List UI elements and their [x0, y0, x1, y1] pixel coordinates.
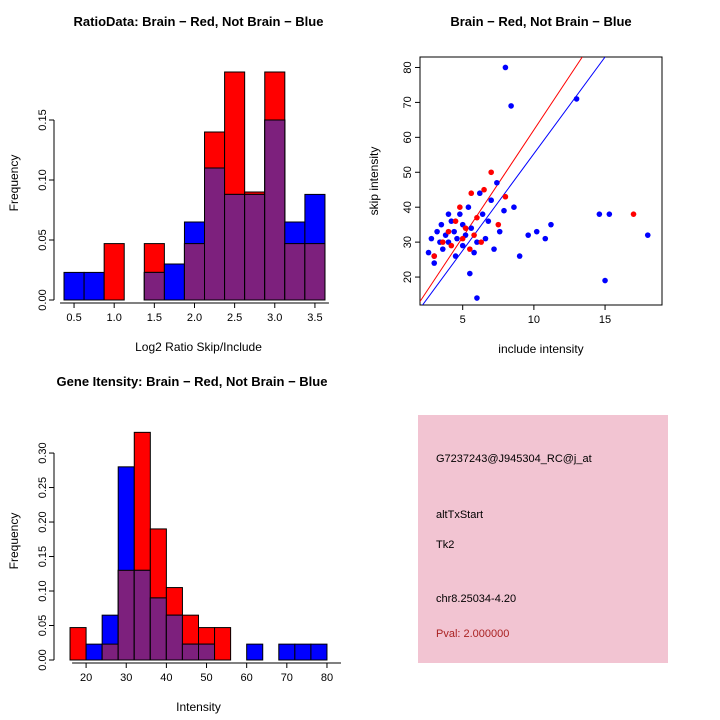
svg-text:80: 80: [402, 61, 414, 73]
gene-histogram-xlabel: Intensity: [176, 700, 221, 714]
svg-text:20: 20: [80, 672, 92, 684]
svg-text:3.5: 3.5: [307, 312, 322, 324]
location-text: chr8.25034-4.20: [436, 593, 517, 605]
pval-text: Pval: 2.000000: [436, 628, 510, 640]
gene-histogram-ylabel: Frequency: [7, 512, 21, 570]
svg-text:30: 30: [402, 236, 414, 248]
panel-gene-info: G7237243@J945304_RC@j_at altTxStart Tk2 …: [360, 360, 720, 720]
probe-id-text: G7237243@J945304_RC@j_at: [436, 453, 592, 465]
svg-text:1.5: 1.5: [147, 312, 162, 324]
ratio-histogram-plot: 0.00 0.05 0.10 0.15 0.5 1.0 1.5 2.0 2.5 3.0 3.5: [37, 71, 329, 324]
ratio-histogram-xlabel: Log2 Ratio Skip/Include: [135, 340, 262, 354]
ratio-histogram-title: RatioData: Brain − Red, Not Brain − Blue: [73, 14, 324, 29]
svg-text:0.00: 0.00: [37, 649, 49, 670]
svg-text:50: 50: [402, 166, 414, 178]
svg-text:0.20: 0.20: [37, 511, 49, 532]
gene-name-text: Tk2: [436, 539, 455, 551]
svg-text:60: 60: [402, 131, 414, 143]
svg-text:0.15: 0.15: [37, 546, 49, 567]
scatter-xlabel: include intensity: [498, 342, 584, 356]
svg-text:5: 5: [460, 314, 466, 326]
svg-text:0.00: 0.00: [37, 289, 49, 310]
svg-text:50: 50: [200, 672, 212, 684]
scatter-title: Brain − Red, Not Brain − Blue: [450, 14, 632, 29]
svg-text:15: 15: [599, 314, 611, 326]
svg-text:1.0: 1.0: [107, 312, 122, 324]
svg-text:70: 70: [402, 96, 414, 108]
svg-text:10: 10: [528, 314, 540, 326]
svg-text:80: 80: [321, 672, 333, 684]
svg-text:60: 60: [241, 672, 253, 684]
info-box: G7237243@J945304_RC@j_at altTxStart Tk2 …: [418, 415, 668, 663]
gene-histogram-title: Gene Itensity: Brain − Red, Not Brain − …: [56, 374, 328, 389]
svg-text:0.25: 0.25: [37, 477, 49, 498]
ratio-histogram-ylabel: Frequency: [7, 154, 21, 212]
svg-text:2.5: 2.5: [227, 312, 242, 324]
svg-text:0.5: 0.5: [66, 312, 81, 324]
svg-text:2.0: 2.0: [187, 312, 202, 324]
event-type-text: altTxStart: [436, 509, 484, 521]
svg-text:30: 30: [120, 672, 132, 684]
svg-text:40: 40: [402, 201, 414, 213]
svg-text:3.0: 3.0: [267, 312, 282, 324]
svg-text:0.30: 0.30: [37, 442, 49, 463]
svg-text:0.05: 0.05: [37, 229, 49, 250]
svg-text:0.15: 0.15: [37, 109, 49, 130]
svg-text:40: 40: [160, 672, 172, 684]
panel-intensity-scatter: Brain − Red, Not Brain − Blue 20 30 40 50 60…: [360, 0, 720, 360]
svg-text:20: 20: [402, 271, 414, 283]
panel-ratio-histogram: RatioData: Brain − Red, Not Brain − Blue…: [0, 0, 360, 360]
svg-text:70: 70: [281, 672, 293, 684]
intensity-scatter-plot: 20 30 40 50 60 70 80 5 10 15: [402, 56, 663, 326]
svg-text:0.10: 0.10: [37, 169, 49, 190]
svg-text:0.05: 0.05: [37, 615, 49, 636]
svg-text:0.10: 0.10: [37, 580, 49, 601]
gene-histogram-plot: 0.00 0.05 0.10 0.15 0.20 0.25 0.30 20 30 40 50 60 70…: [37, 431, 341, 684]
scatter-ylabel: skip intensity: [367, 146, 381, 216]
panel-gene-histogram: Gene Itensity: Brain − Red, Not Brain − …: [0, 360, 360, 720]
